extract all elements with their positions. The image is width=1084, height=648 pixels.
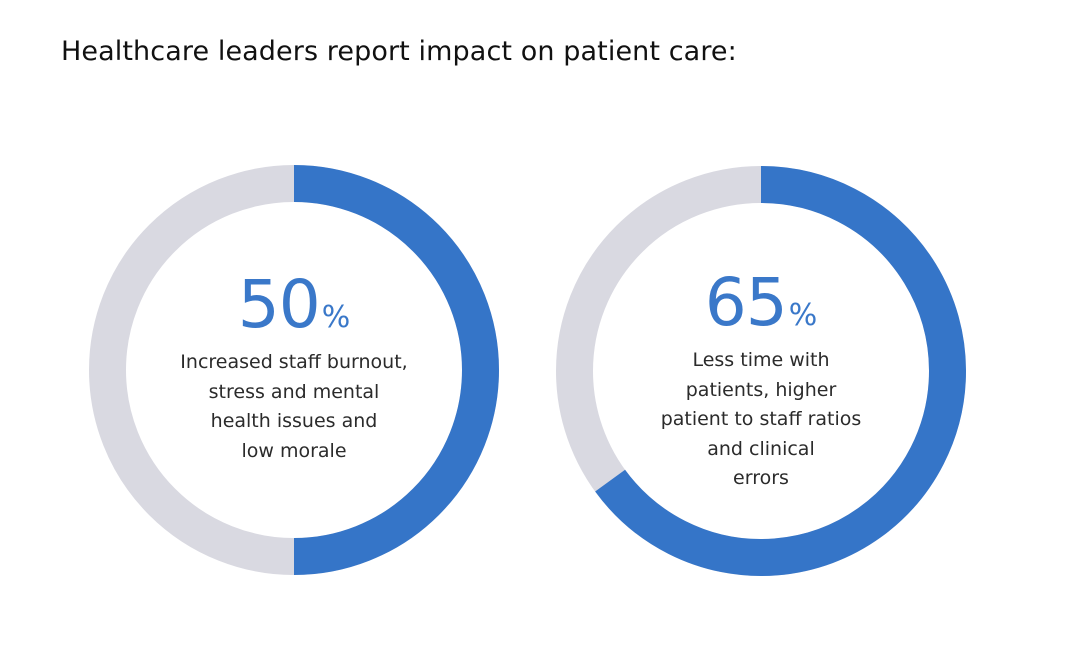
percent-sign: %	[788, 298, 818, 333]
donut-arc-2	[595, 166, 966, 576]
percent-sign: %	[321, 300, 351, 335]
donut-label-1: 50% Increased staff burnout, stress and …	[144, 272, 444, 466]
percentage-number: 50	[237, 266, 321, 343]
donut-chart-1	[89, 165, 499, 575]
percentage-value: 50%	[144, 272, 444, 338]
page-title: Healthcare leaders report impact on pati…	[61, 36, 737, 67]
percentage-number: 65	[704, 264, 788, 341]
donut-chart-2	[556, 166, 966, 576]
stat-description: Less time with patients, higher patient …	[660, 349, 862, 489]
donut-arc-1	[293, 165, 499, 575]
percentage-value: 65%	[611, 270, 911, 336]
donut-label-2: 65% Less time with patients, higher pati…	[611, 270, 911, 494]
stat-description: Increased staff burnout, stress and ment…	[180, 351, 408, 462]
